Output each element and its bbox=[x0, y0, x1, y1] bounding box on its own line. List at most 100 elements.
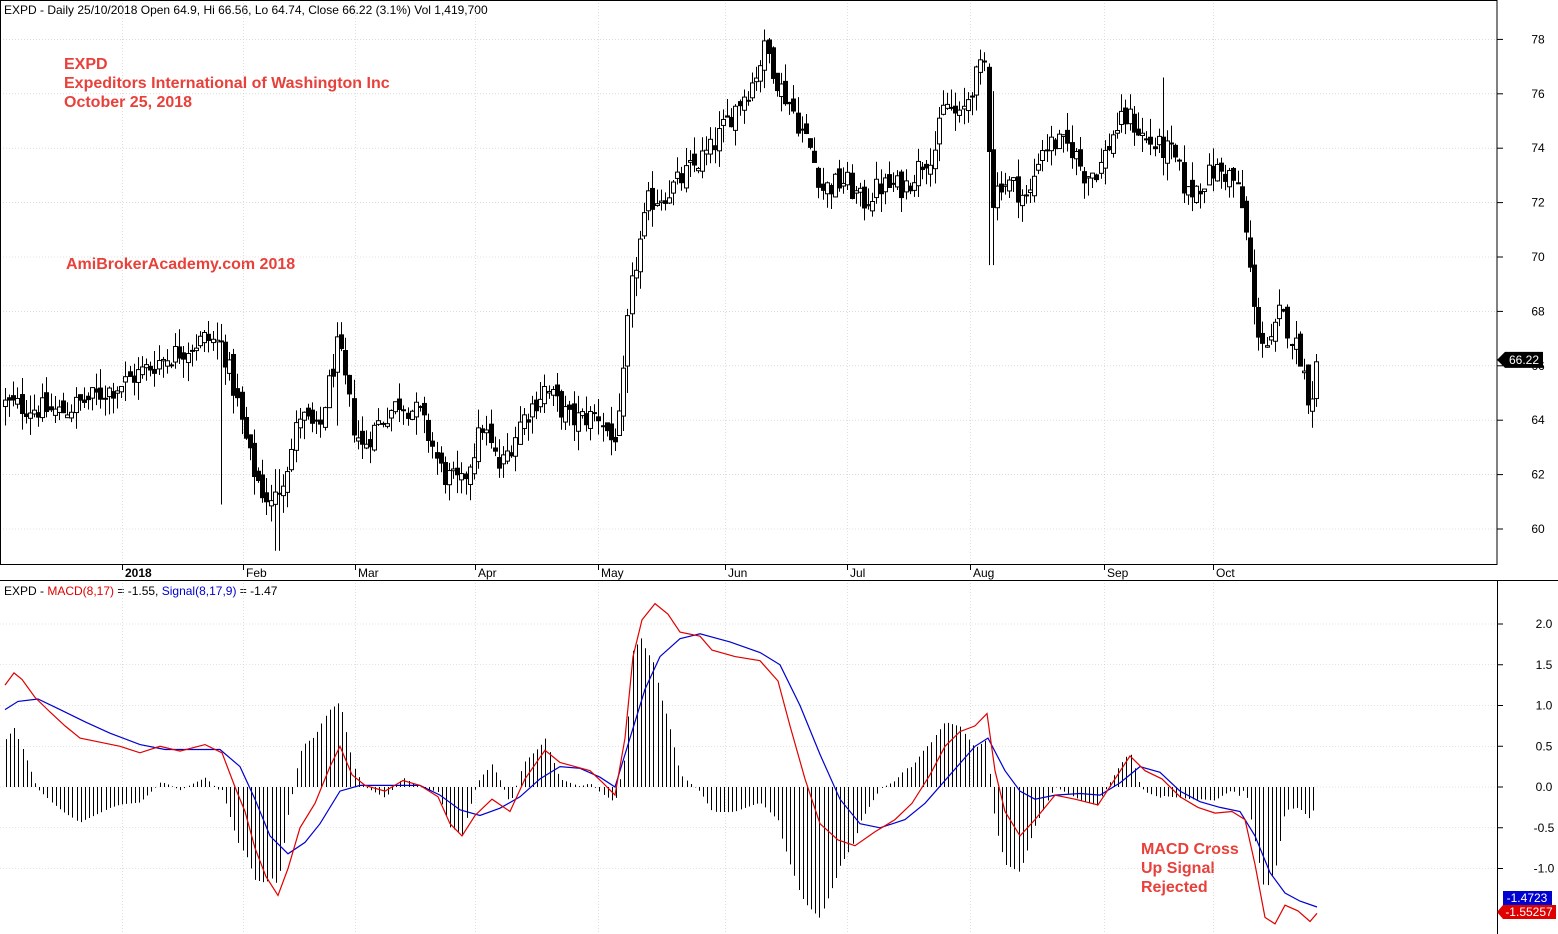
candle-body bbox=[177, 346, 182, 359]
candle-body bbox=[1227, 170, 1232, 188]
candle-body bbox=[455, 467, 460, 476]
candle-body bbox=[1236, 182, 1241, 185]
candle-body bbox=[24, 413, 29, 418]
candle-body bbox=[389, 409, 394, 419]
candle-body bbox=[140, 366, 145, 376]
candle-body bbox=[269, 500, 274, 507]
candle-body bbox=[1173, 144, 1178, 158]
candle-body bbox=[128, 371, 133, 377]
annotation-date: October 25, 2018 bbox=[64, 94, 193, 111]
candle-body bbox=[468, 466, 473, 485]
candle-body bbox=[725, 115, 730, 118]
candle-body bbox=[937, 117, 942, 145]
candle-body bbox=[49, 406, 54, 411]
candle-body bbox=[1053, 139, 1058, 150]
candle-body bbox=[484, 429, 489, 434]
candle-body bbox=[1294, 337, 1299, 350]
candle-body bbox=[704, 149, 709, 155]
candle-body bbox=[264, 492, 269, 503]
candle-body bbox=[1231, 167, 1236, 181]
candle-body bbox=[833, 173, 838, 198]
candle-body bbox=[1260, 332, 1265, 344]
candle-body bbox=[688, 159, 693, 163]
candle-body bbox=[1040, 150, 1045, 161]
candle-body bbox=[368, 439, 373, 448]
candle-body bbox=[451, 468, 456, 472]
candle-body bbox=[1011, 177, 1016, 181]
candle-body bbox=[194, 347, 199, 352]
candle-body bbox=[638, 238, 643, 273]
last-close-tag-bg bbox=[1497, 351, 1543, 368]
candle-body bbox=[1086, 176, 1091, 179]
candle-body bbox=[1298, 333, 1303, 367]
candle-body bbox=[190, 349, 195, 352]
month-label: Jun bbox=[728, 566, 747, 580]
candle-body bbox=[684, 165, 689, 189]
candle-body bbox=[771, 47, 776, 79]
candle-body bbox=[883, 177, 888, 193]
candle-body bbox=[1306, 364, 1311, 406]
month-label: May bbox=[601, 566, 624, 580]
candle-body bbox=[870, 200, 875, 212]
candle-body bbox=[1281, 308, 1286, 312]
candle-body bbox=[422, 402, 427, 416]
candle-body bbox=[501, 454, 506, 465]
candle-body bbox=[252, 442, 257, 478]
candle-body bbox=[11, 395, 16, 401]
candle-body bbox=[447, 470, 452, 486]
macd-tick-label: 1.5 bbox=[1536, 658, 1553, 672]
candle-body bbox=[310, 409, 315, 424]
candle-body bbox=[916, 160, 921, 187]
candle-body bbox=[1244, 200, 1249, 233]
candle-body bbox=[729, 116, 734, 128]
macd-header-signal-value: = -1.47 bbox=[236, 584, 278, 598]
candle-body bbox=[713, 145, 718, 151]
candle-body bbox=[306, 407, 311, 417]
macd-tag: -1.55257 bbox=[1505, 905, 1553, 919]
candle-body bbox=[957, 109, 962, 116]
candle-body bbox=[966, 99, 971, 112]
candle-body bbox=[513, 437, 518, 457]
candle-body bbox=[15, 397, 20, 405]
macd-line bbox=[4, 602, 1318, 925]
candle-body bbox=[94, 388, 99, 393]
candle-body bbox=[982, 60, 987, 63]
candle-body bbox=[347, 374, 352, 395]
candle-body bbox=[655, 203, 660, 207]
candle-body bbox=[816, 167, 821, 188]
macd-tick-label: -0.5 bbox=[1534, 821, 1555, 835]
candle-body bbox=[459, 473, 464, 481]
candle-body bbox=[580, 411, 585, 417]
price-tick-label: 74 bbox=[1531, 141, 1545, 155]
candle-body bbox=[708, 138, 713, 155]
candle-body bbox=[962, 105, 967, 110]
candle-body bbox=[1211, 165, 1216, 179]
candle-body bbox=[148, 365, 153, 371]
candle-body bbox=[609, 423, 614, 441]
candle-body bbox=[1003, 184, 1008, 187]
candle-body bbox=[1302, 370, 1307, 374]
candle-body bbox=[1177, 159, 1182, 162]
candle-body bbox=[1165, 140, 1170, 164]
candle-body bbox=[1265, 345, 1270, 348]
candle-body bbox=[783, 80, 788, 105]
candle-body bbox=[1020, 194, 1025, 207]
candle-body bbox=[169, 364, 174, 367]
candle-body bbox=[215, 339, 220, 343]
annotation-macd-note: MACD Cross Up Signal Rejected bbox=[1141, 840, 1239, 897]
candle-body bbox=[887, 174, 892, 188]
candle-body bbox=[1136, 128, 1141, 136]
candle-body bbox=[206, 333, 211, 341]
candle-body bbox=[663, 200, 668, 204]
candle-body bbox=[551, 389, 556, 396]
candle-body bbox=[1119, 110, 1124, 125]
candle-body bbox=[995, 185, 1000, 209]
candle-body bbox=[796, 112, 801, 134]
month-label: 2018 bbox=[125, 566, 152, 580]
candle-body bbox=[364, 443, 369, 449]
candle-body bbox=[144, 364, 149, 369]
candle-body bbox=[1111, 134, 1116, 154]
candle-body bbox=[397, 398, 402, 411]
candle-body bbox=[1153, 146, 1158, 150]
candle-body bbox=[1132, 113, 1137, 133]
